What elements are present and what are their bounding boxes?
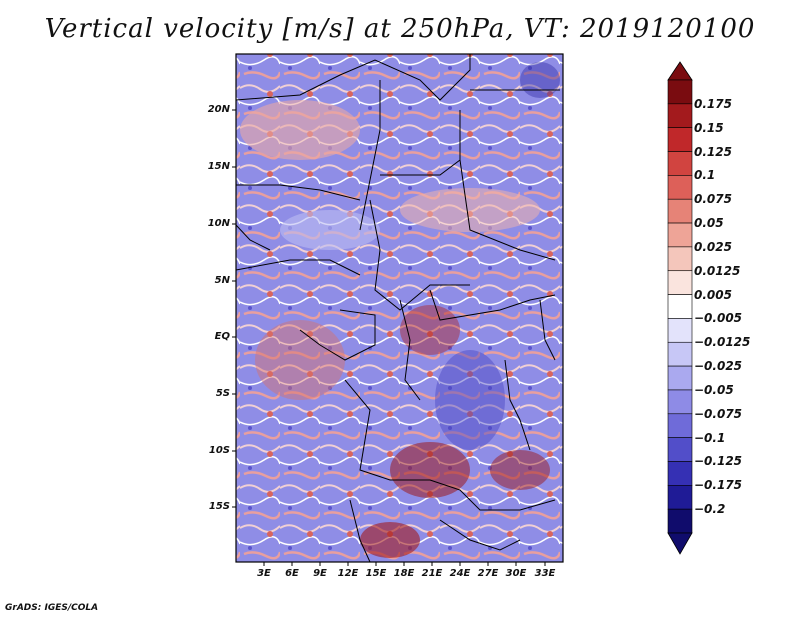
map-frame (235, 53, 564, 563)
colorbar-box (667, 294, 693, 319)
grads-credit: GrADS: IGES/COLA (5, 603, 99, 613)
map-title: Vertical velocity [m/s] at 250hPa, VT: 2… (44, 14, 756, 44)
colorbar-label: −0.075 (694, 406, 743, 421)
lon-label-30e: 30E (505, 568, 527, 579)
lat-label-10s: 10S (208, 445, 230, 456)
lon-label-3e: 3E (257, 568, 271, 579)
colorbar-box (667, 198, 693, 224)
colorbar-label: 0.1 (694, 168, 716, 183)
colorbar-label: −0.2 (694, 502, 726, 517)
colorbar-box (667, 222, 693, 248)
colorbar-label: −0.005 (694, 311, 743, 326)
colorbar-label: 0.0125 (694, 263, 741, 278)
country-borders (235, 54, 560, 563)
colorbar-box (667, 365, 693, 391)
lon-label-18e: 18E (393, 568, 415, 579)
colorbar-label: 0.125 (694, 144, 732, 159)
colorbar-bottom-arrow (667, 532, 693, 555)
lon-label-12e: 12E (337, 568, 359, 579)
lon-label-33e: 33E (534, 568, 556, 579)
colorbar-box (667, 175, 693, 200)
colorbar-label: 0.05 (694, 216, 724, 231)
lat-label-10n: 10N (207, 218, 230, 229)
colorbar-label: −0.05 (694, 382, 734, 397)
lon-label-21e: 21E (421, 568, 443, 579)
lon-label-27e: 27E (477, 568, 499, 579)
colorbar-box (667, 413, 693, 438)
colorbar-box (667, 485, 693, 510)
lat-label-eq: EQ (214, 331, 230, 342)
lat-label-20n: 20N (207, 104, 230, 115)
colorbar-box (667, 389, 693, 415)
lon-label-24e: 24E (449, 568, 471, 579)
lon-label-15e: 15E (365, 568, 387, 579)
colorbar-top-arrow (667, 61, 693, 81)
colorbar-label: −0.0125 (694, 335, 751, 350)
colorbar-label: 0.15 (694, 120, 724, 135)
colorbar-box (667, 151, 693, 176)
colorbar-box (667, 127, 693, 152)
colorbar-box (667, 246, 693, 272)
colorbar-box (667, 103, 693, 128)
lat-label-5s: 5S (215, 388, 230, 399)
colorbar-box (667, 341, 693, 367)
lon-label-6e: 6E (285, 568, 299, 579)
colorbar (667, 61, 693, 555)
colorbar-box (667, 508, 693, 534)
lon-ticks (263, 562, 546, 566)
lat-label-15s: 15S (208, 501, 230, 512)
lat-label-5n: 5N (214, 275, 230, 286)
colorbar-box (667, 79, 693, 105)
lon-label-9e: 9E (313, 568, 327, 579)
colorbar-box (667, 270, 693, 295)
colorbar-boxes (667, 79, 693, 534)
colorbar-box (667, 461, 693, 486)
colorbar-label: −0.025 (694, 359, 743, 374)
colorbar-label: 0.025 (694, 239, 732, 254)
colorbar-label: 0.075 (694, 192, 732, 207)
colorbar-label: −0.125 (694, 454, 743, 469)
colorbar-label: −0.175 (694, 478, 743, 493)
colorbar-box (667, 318, 693, 343)
colorbar-box (667, 437, 693, 462)
colorbar-label: 0.175 (694, 96, 732, 111)
lat-label-15n: 15N (207, 161, 230, 172)
colorbar-label: −0.1 (694, 430, 726, 445)
lat-ticks (232, 109, 236, 508)
velocity-field (236, 54, 563, 562)
colorbar-label: 0.005 (694, 287, 732, 302)
